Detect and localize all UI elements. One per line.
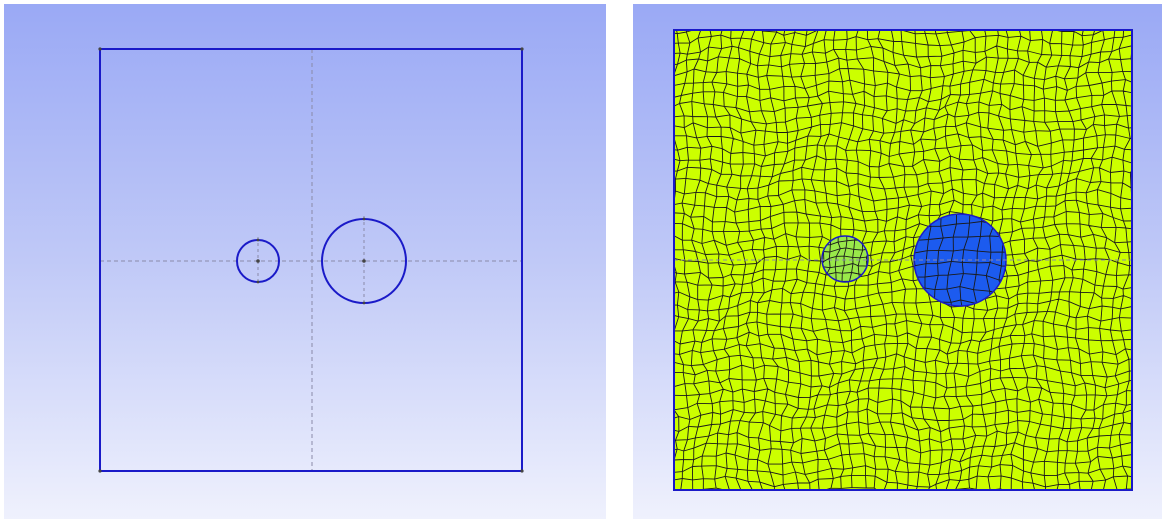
large-inclusion-face[interactable]: [914, 214, 1006, 306]
mesh-viewport[interactable]: [633, 4, 1162, 519]
large-circle-top-vertex[interactable]: [362, 217, 366, 221]
vertex-bottom-right[interactable]: [520, 469, 524, 473]
sketch-viewport[interactable]: [4, 4, 606, 519]
vertex-top-right[interactable]: [520, 47, 524, 51]
domain-mesh-edges: [674, 30, 1132, 490]
small-inclusion-face[interactable]: [822, 236, 868, 282]
small-circle-center-point[interactable]: [256, 259, 260, 263]
outer-square-edge[interactable]: [99, 48, 523, 472]
large-circle-center-point[interactable]: [362, 259, 366, 263]
mesh-domain-boundary: [673, 29, 1133, 491]
mesh-edge-path: [674, 30, 1132, 490]
small-inclusion-boundary: [821, 235, 869, 283]
small-circle-top-vertex[interactable]: [256, 238, 260, 242]
vertex-bottom-left[interactable]: [98, 469, 102, 473]
sketch-canvas[interactable]: [4, 4, 606, 519]
vertex-top-left[interactable]: [98, 47, 102, 51]
small-circle-bottom-vertex[interactable]: [256, 280, 260, 284]
small-inclusion-mesh-edges: [822, 236, 868, 282]
mesh-edge-path: [822, 236, 868, 282]
mesh-canvas[interactable]: [633, 4, 1162, 519]
large-circle-bottom-vertex[interactable]: [362, 301, 366, 305]
